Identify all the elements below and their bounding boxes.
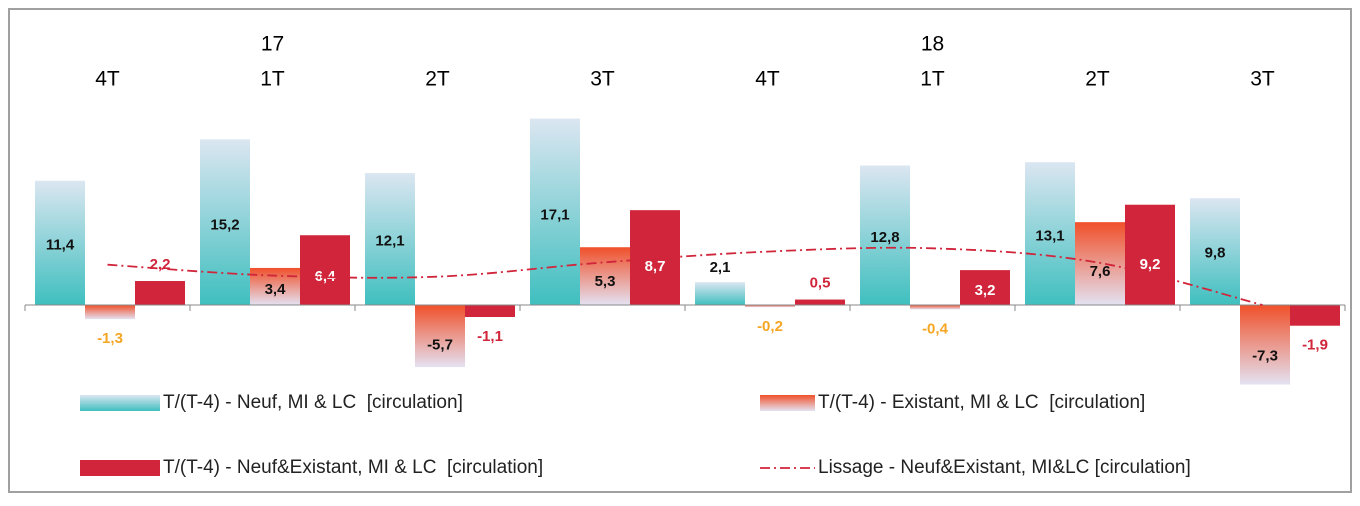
legend-swatch <box>80 460 160 476</box>
value-label: 3,4 <box>265 281 287 298</box>
value-label: 12,8 <box>870 229 899 246</box>
value-label: -1,9 <box>1302 337 1328 354</box>
value-label: 3,2 <box>975 282 996 299</box>
value-label: -0,2 <box>757 318 783 335</box>
bar <box>910 305 960 310</box>
bar <box>200 139 250 305</box>
legend-swatch <box>80 395 160 411</box>
smoothing-line <box>107 246 1263 306</box>
value-label: 2,1 <box>710 259 731 276</box>
bar <box>35 180 85 305</box>
value-label: -0,4 <box>922 320 949 337</box>
legend-label: T/(T-4) - Neuf, MI & LC [circulation] <box>163 392 463 413</box>
value-label: 8,7 <box>645 258 666 275</box>
value-label: 15,2 <box>210 216 239 233</box>
value-label: -1,1 <box>477 328 503 345</box>
x-tick-label: 4T <box>755 68 780 91</box>
bar <box>300 235 350 305</box>
value-label: 17,1 <box>540 207 569 224</box>
x-tick-label: 1T <box>920 68 945 91</box>
bar <box>745 305 795 308</box>
bar <box>135 281 185 305</box>
bar <box>365 173 415 305</box>
x-tick-label: 2T <box>425 68 450 91</box>
value-label: 0,5 <box>810 275 831 292</box>
value-label: 9,8 <box>1205 245 1226 262</box>
x-tick-label: 2T <box>1085 68 1110 91</box>
value-label: 9,2 <box>1140 256 1161 273</box>
value-label: 7,6 <box>1090 263 1111 280</box>
x-tick-label: 4T <box>95 68 120 91</box>
bar <box>1025 162 1075 305</box>
bar <box>1240 305 1290 385</box>
value-label: 5,3 <box>595 273 616 290</box>
bar <box>960 270 1010 305</box>
value-label: 2,2 <box>150 256 171 273</box>
year-label: 17 <box>261 33 284 56</box>
value-label: 11,4 <box>46 236 75 253</box>
bar <box>415 305 465 368</box>
bar <box>530 118 580 305</box>
value-label: -7,3 <box>1252 348 1278 365</box>
value-label: 12,1 <box>375 233 404 250</box>
x-tick-label: 1T <box>260 68 285 91</box>
bar <box>695 282 745 305</box>
legend-label: T/(T-4) - Existant, MI & LC [circulation… <box>818 392 1145 413</box>
bar <box>85 305 135 320</box>
bar <box>250 267 300 305</box>
year-label: 18 <box>921 33 944 56</box>
bar <box>795 299 845 305</box>
value-label: 13,1 <box>1035 227 1064 244</box>
legend-label: T/(T-4) - Neuf&Existant, MI & LC [circul… <box>163 457 543 478</box>
value-label: -1,3 <box>97 330 123 347</box>
bar <box>1290 305 1340 326</box>
x-tick-label: 3T <box>1250 68 1275 91</box>
value-label: -5,7 <box>427 336 453 353</box>
legend-label: Lissage - Neuf&Existant, MI&LC [circulat… <box>818 457 1191 478</box>
bar <box>1125 204 1175 305</box>
value-label: 6,4 <box>315 268 337 285</box>
bar <box>860 165 910 305</box>
x-tick-label: 3T <box>590 68 615 91</box>
legend-swatch <box>760 395 815 411</box>
bar <box>465 305 515 317</box>
bar <box>580 247 630 305</box>
